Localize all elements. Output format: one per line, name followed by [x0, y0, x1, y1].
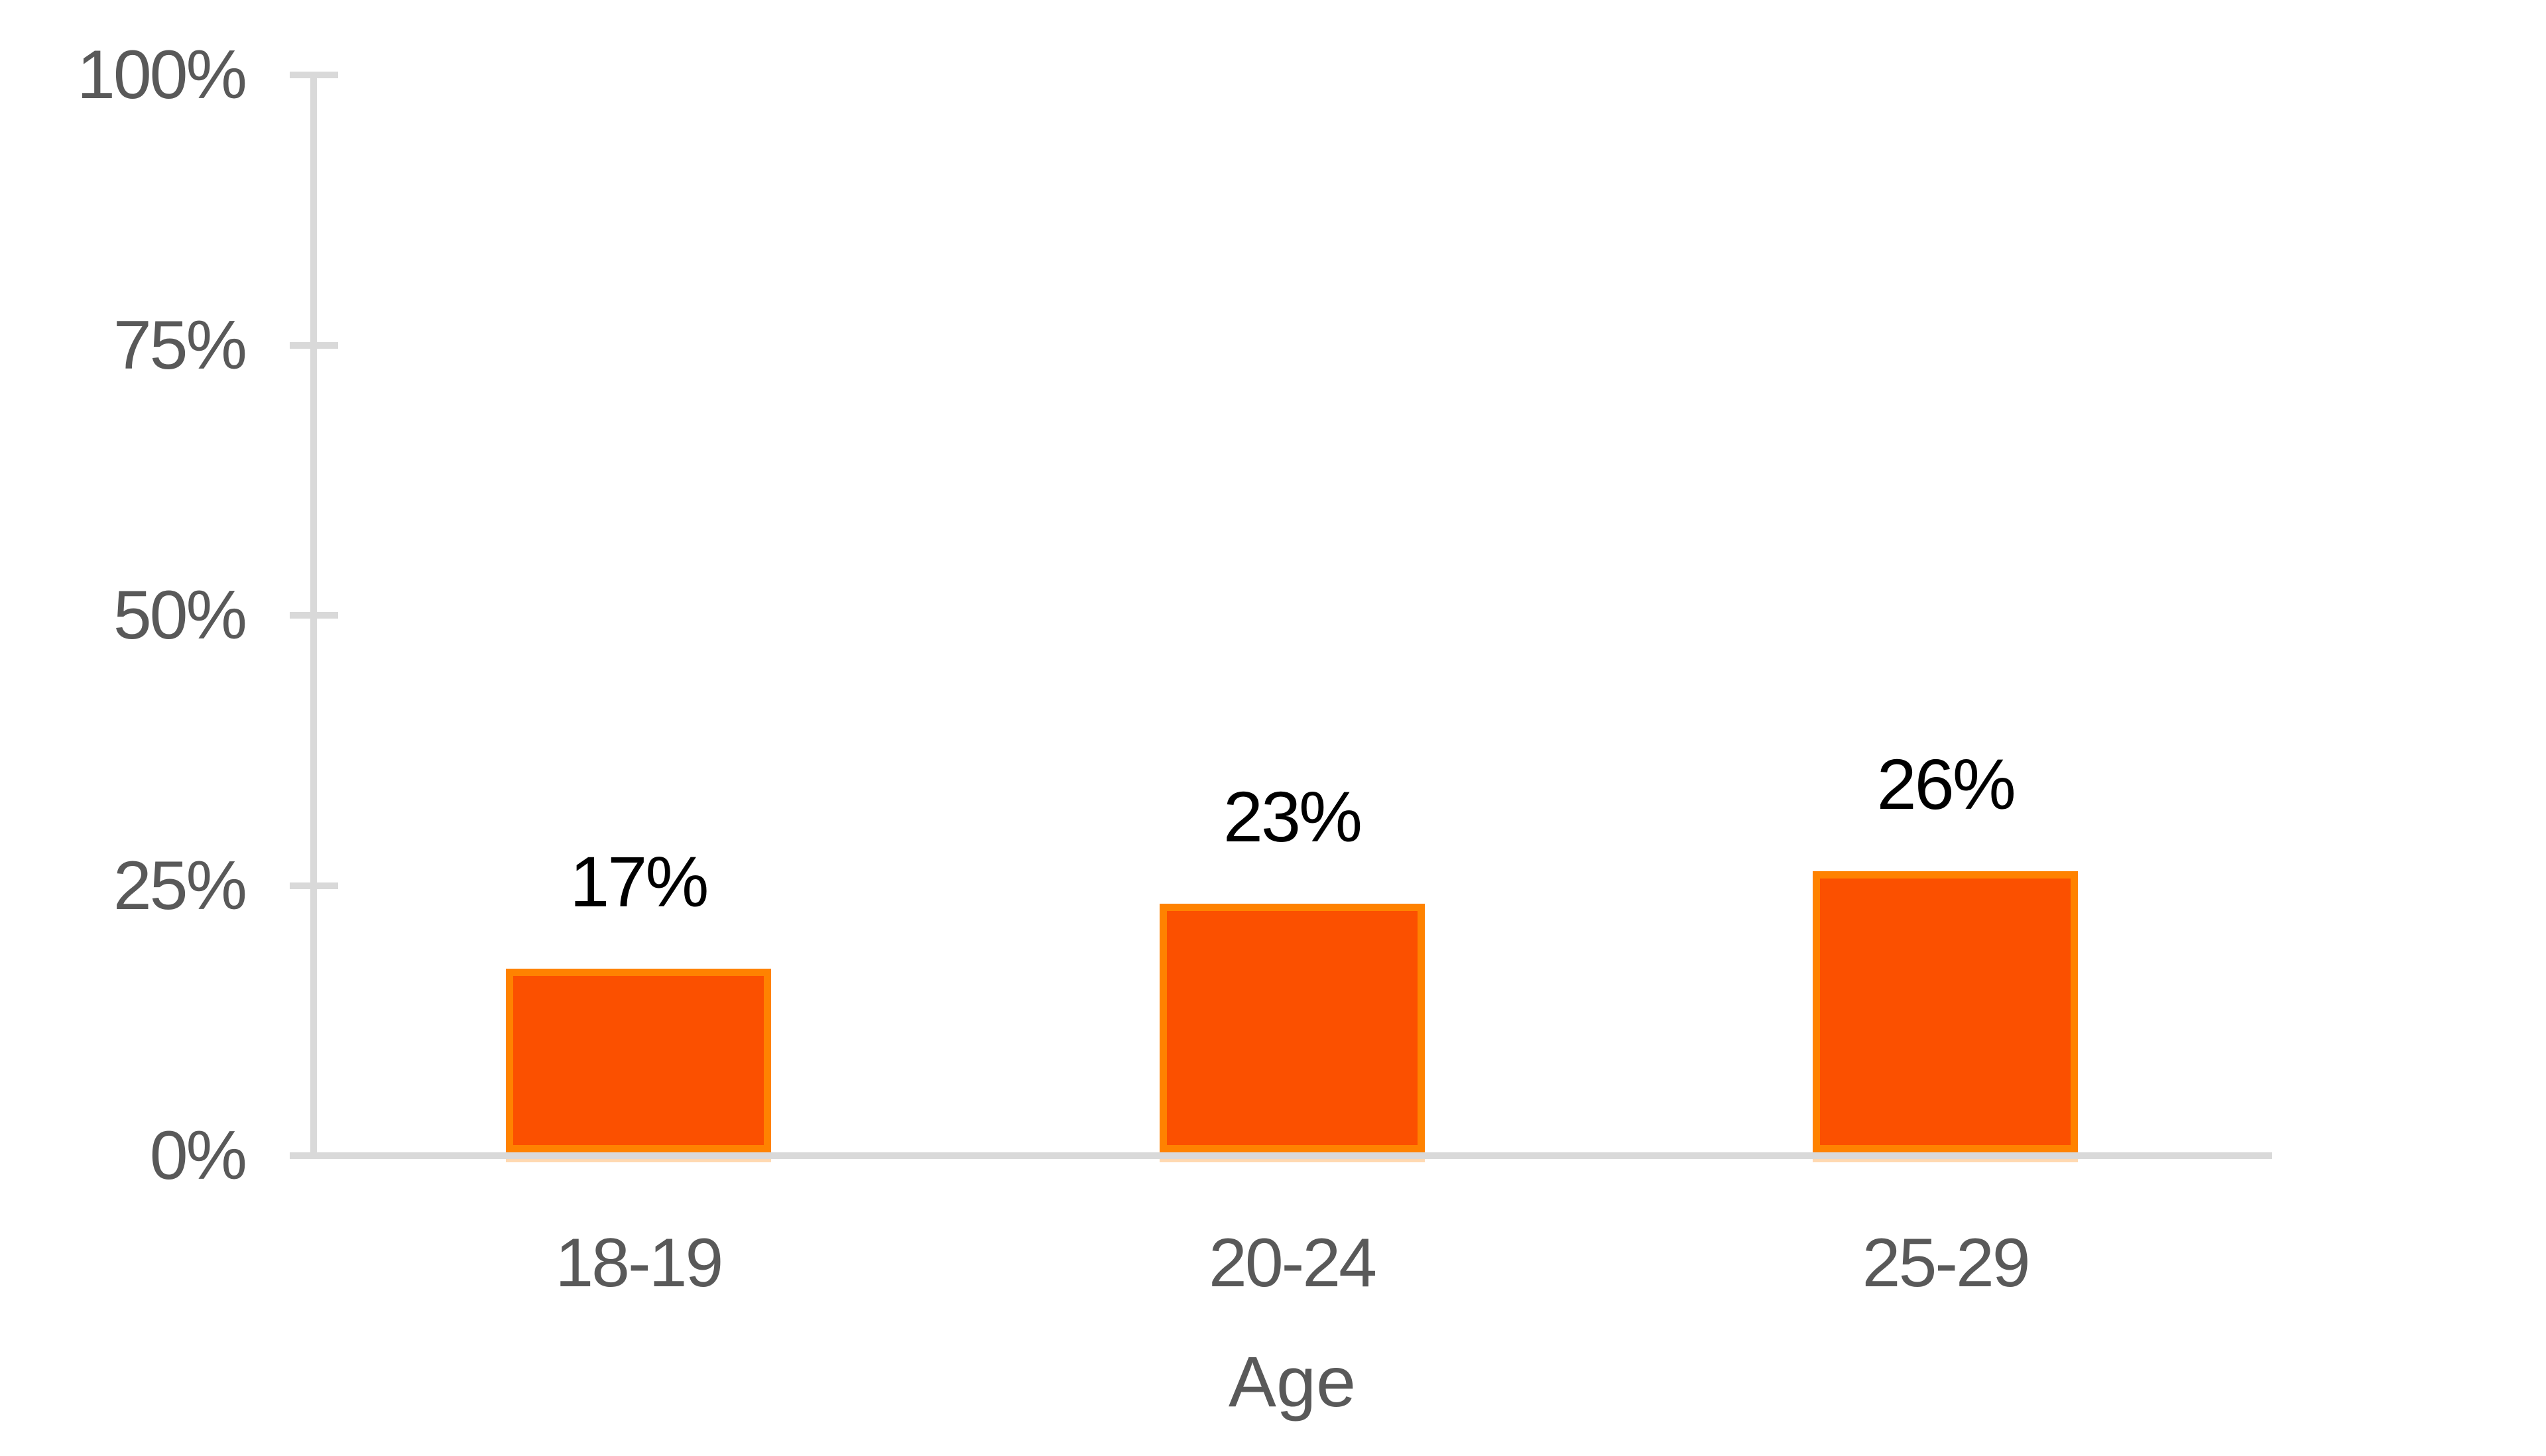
bar-underglow [1813, 1159, 2078, 1162]
x-category-label-18-19: 18-19 [555, 1225, 723, 1302]
y-tick-label: 100% [77, 36, 247, 113]
x-category-label-25-29: 25-29 [1862, 1225, 2031, 1302]
x-axis-title: Age [1228, 1341, 1357, 1422]
bar-underglow [1160, 1159, 1425, 1162]
bar-data-label: 17% [570, 841, 709, 922]
bar-data-label: 26% [1876, 744, 2016, 824]
bar-20-24 [1160, 904, 1425, 1152]
x-axis-line [290, 1152, 2272, 1159]
bar-25-29 [1813, 871, 2078, 1152]
bar-underglow [506, 1159, 771, 1162]
y-tick [290, 72, 338, 78]
y-tick [290, 612, 338, 619]
bar-data-label: 23% [1223, 776, 1363, 857]
y-tick-label: 0% [149, 1117, 247, 1194]
y-tick-label: 25% [113, 847, 247, 924]
x-category-label-20-24: 20-24 [1209, 1225, 1377, 1302]
y-tick [290, 341, 338, 349]
bar-18-19 [506, 969, 771, 1152]
y-tick-label: 75% [113, 306, 247, 384]
y-tick [290, 882, 338, 889]
y-tick-label: 50% [113, 577, 247, 654]
